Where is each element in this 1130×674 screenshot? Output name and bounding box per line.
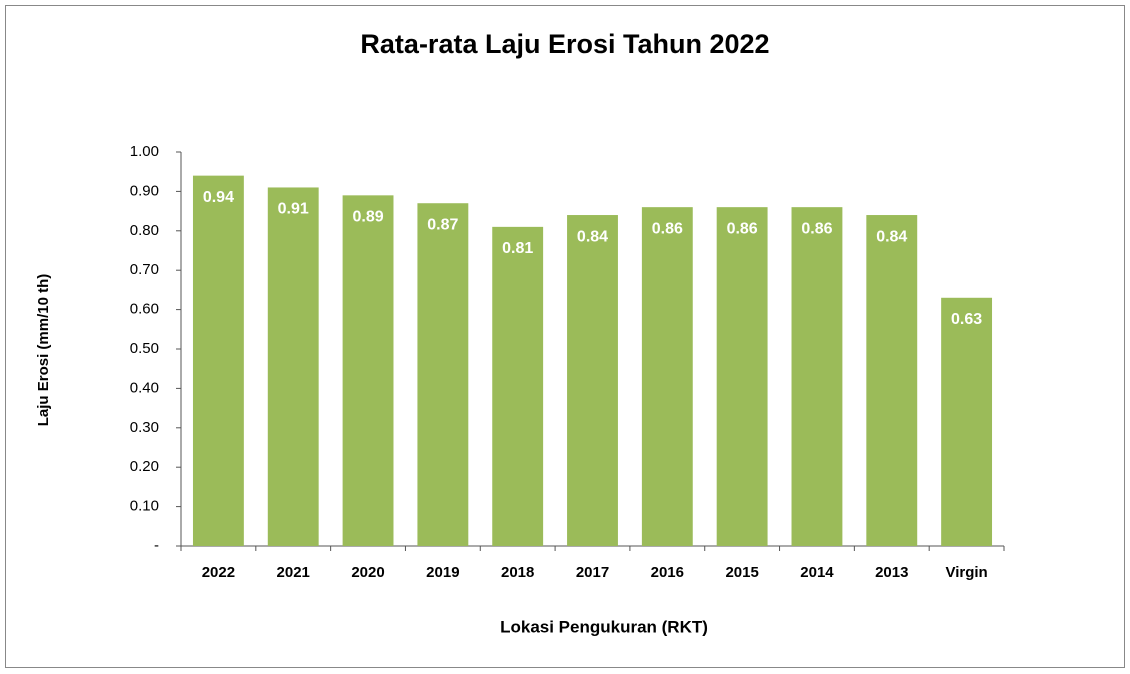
y-tick-label: 0.50 — [130, 340, 159, 357]
bar — [267, 187, 319, 546]
bar — [791, 207, 843, 546]
y-axis-title: Laju Erosi (mm/10 th) — [35, 274, 52, 427]
y-tick-label: 0.10 — [130, 498, 159, 515]
x-tick-label: 2019 — [426, 564, 459, 581]
y-tick-label: 0.40 — [130, 379, 159, 396]
bar — [342, 195, 394, 546]
bar — [567, 215, 618, 547]
x-tick-label: 2022 — [202, 564, 235, 581]
x-tick-label: 2013 — [875, 564, 908, 581]
bar — [866, 215, 918, 547]
bar — [716, 207, 768, 546]
data-label: 0.86 — [652, 220, 683, 237]
data-label: 0.94 — [203, 189, 234, 206]
y-tick-label: 0.20 — [130, 458, 159, 475]
data-label: 0.63 — [951, 311, 982, 328]
x-tick-label: Virgin — [945, 564, 987, 581]
y-tick-label: - — [154, 537, 159, 554]
chart-border — [5, 5, 1125, 668]
data-label: 0.84 — [577, 228, 608, 245]
data-label: 0.84 — [876, 228, 907, 245]
data-label: 0.87 — [427, 216, 458, 233]
y-tick-label: 0.30 — [130, 419, 159, 436]
x-tick-label: 2017 — [576, 564, 609, 581]
bar — [941, 297, 993, 546]
bar — [641, 207, 693, 546]
x-axis-title: Lokasi Pengukuran (RKT) — [500, 617, 708, 636]
bar — [417, 203, 469, 546]
y-tick-label: 1.00 — [130, 143, 159, 160]
data-label: 0.86 — [801, 220, 832, 237]
x-tick-label: 2018 — [501, 564, 534, 581]
x-tick-label: 2020 — [351, 564, 384, 581]
x-tick-label: 2014 — [800, 564, 834, 581]
y-tick-label: 0.60 — [130, 301, 159, 318]
x-tick-label: 2016 — [651, 564, 684, 581]
data-label: 0.81 — [502, 240, 533, 257]
data-label: 0.91 — [278, 201, 309, 218]
data-label: 0.86 — [727, 220, 758, 237]
data-label: 0.89 — [352, 209, 383, 226]
bar — [492, 226, 544, 547]
chart-title: Rata-rata Laju Erosi Tahun 2022 — [360, 29, 769, 59]
x-tick-label: 2021 — [277, 564, 310, 581]
y-tick-label: 0.70 — [130, 261, 159, 278]
bar — [192, 175, 244, 546]
x-tick-label: 2015 — [725, 564, 758, 581]
y-tick-label: 0.80 — [130, 222, 159, 239]
y-tick-label: 0.90 — [130, 182, 159, 199]
